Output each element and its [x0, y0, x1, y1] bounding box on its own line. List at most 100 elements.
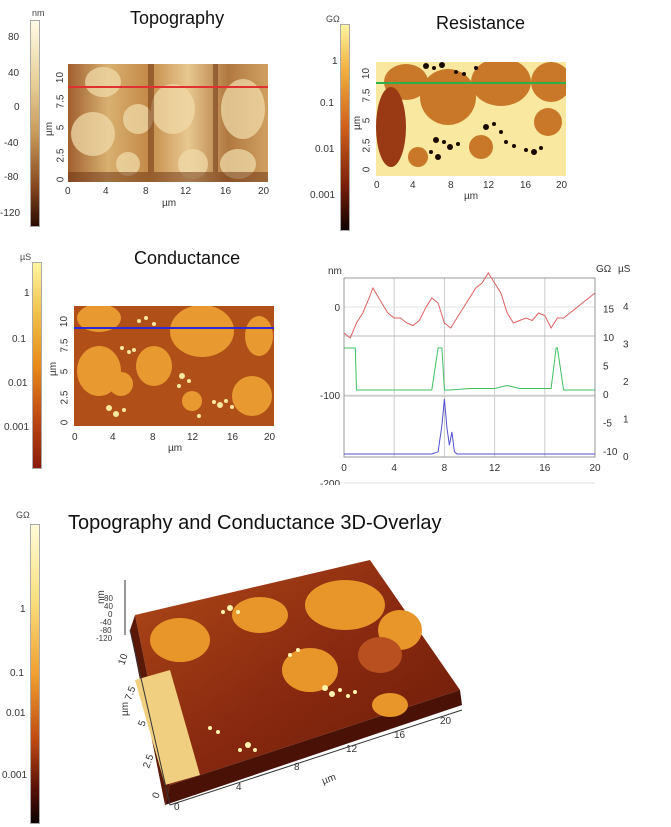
topography-x-tick: 16 — [220, 186, 232, 197]
profile-left-tick: -200 — [320, 479, 340, 485]
topography-x-tick: 0 — [65, 186, 71, 197]
overlay-colorbar — [30, 524, 40, 824]
topography-cbar-tick: 40 — [8, 68, 20, 79]
conductance-y-tick: 5 — [59, 368, 71, 375]
conductance-cbar-tick: 0.001 — [4, 422, 30, 433]
overlay-x-tick: 8 — [294, 762, 300, 773]
conductance-x-tick: 4 — [110, 432, 116, 443]
overlay-3d-surface — [124, 560, 463, 806]
resistance-x-tick: 20 — [556, 180, 568, 191]
conductance-x-tick: 0 — [72, 432, 78, 443]
conductance-colorbar — [32, 262, 42, 469]
resistance-x-tick: 12 — [483, 180, 495, 191]
resistance-x-tick: 16 — [520, 180, 532, 191]
topography-cbar-tick: -120 — [0, 208, 21, 219]
topography-cbar-tick: 80 — [8, 32, 20, 43]
conductance-x-tick: 16 — [227, 432, 239, 443]
overlay-z-tick: 80 — [104, 594, 113, 603]
overlay-cbar-tick: 0.01 — [6, 708, 26, 719]
overlay-x-tick: 20 — [440, 716, 452, 727]
profile-right1-tick: -10 — [603, 447, 618, 458]
overlay-colorbar-unit: GΩ — [16, 510, 30, 520]
resistance-x-unit: µm — [464, 191, 479, 202]
conductance-x-tick: 12 — [187, 432, 199, 443]
profile-lines — [343, 272, 596, 455]
profile-frame — [343, 277, 596, 458]
resistance-y-tick: 7.5 — [361, 88, 373, 103]
profile-right2-tick: 4 — [623, 302, 629, 313]
topography-cbar-tick: -40 — [4, 138, 19, 149]
profile-conductance-line — [344, 398, 595, 455]
topography-title: Topography — [130, 8, 225, 28]
profile-topography-line — [343, 272, 596, 339]
overlay-z-tick: 0 — [108, 610, 113, 619]
resistance-title: Resistance — [436, 13, 526, 33]
resistance-map — [376, 62, 566, 176]
overlay-z-tick: -40 — [100, 618, 112, 627]
profile-x-tick: 20 — [589, 463, 601, 474]
resistance-cbar-tick: 0.001 — [310, 190, 336, 201]
topography-x-tick: 20 — [258, 186, 270, 197]
profile-right-unit-1: GΩ — [596, 264, 612, 275]
resistance-x-tick: 8 — [448, 180, 454, 191]
topography-cbar-tick: 0 — [14, 102, 20, 113]
conductance-title: Conductance — [134, 248, 241, 268]
profile-right2-tick: 1 — [623, 415, 629, 426]
profile-left-tick: 0 — [334, 303, 340, 314]
resistance-colorbar-unit: GΩ — [326, 14, 340, 24]
profile-right1-tick: 0 — [603, 390, 609, 401]
resistance-cbar-tick: 1 — [332, 56, 338, 67]
overlay-x-tick: 0 — [174, 802, 180, 813]
overlay-title: Topography and Conductance 3D-Overlay — [68, 512, 442, 534]
overlay-y-unit: µm — [120, 701, 131, 716]
profile-right2-tick: 2 — [623, 377, 629, 388]
resistance-cbar-tick: 0.1 — [320, 98, 334, 109]
topography-x-unit: µm — [162, 198, 177, 209]
topography-colorbar — [30, 20, 40, 227]
topography-y-tick: 2.5 — [55, 148, 67, 163]
overlay-cbar-tick: 1 — [20, 604, 26, 615]
profile-x-tick: 0 — [341, 463, 347, 474]
overlay-cbar-tick: 0.001 — [2, 770, 28, 781]
profile-right1-tick: 15 — [603, 305, 615, 316]
topography-y-tick: 5 — [55, 124, 67, 131]
conductance-cbar-tick: 0.1 — [12, 334, 26, 345]
resistance-colorbar — [340, 24, 350, 231]
resistance-y-tick: 5 — [361, 117, 373, 124]
conductance-y-tick: 10 — [59, 315, 71, 328]
conductance-map — [74, 306, 274, 426]
overlay-x-tick: 4 — [236, 782, 242, 793]
profile-right2-tick: 3 — [623, 340, 629, 351]
overlay-z-tick: -120 — [96, 634, 113, 643]
profile-x-tick: 12 — [489, 463, 501, 474]
topography-x-tick: 12 — [180, 186, 192, 197]
profile-left-unit: nm — [328, 266, 342, 277]
overlay-z-tick: 40 — [104, 602, 113, 611]
conductance-y-tick: 0 — [59, 419, 71, 426]
topography-y-unit: µm — [44, 121, 55, 136]
profile-axes — [343, 277, 596, 458]
conductance-cbar-tick: 0.01 — [8, 378, 28, 389]
conductance-x-tick: 8 — [150, 432, 156, 443]
conductance-y-unit: µm — [48, 361, 59, 376]
topography-colorbar-unit: nm — [32, 8, 45, 18]
profile-right1-tick: 10 — [603, 333, 615, 344]
profile-right1-tick: 5 — [603, 362, 609, 373]
topography-y-tick: 10 — [55, 71, 67, 84]
resistance-x-tick: 0 — [374, 180, 380, 191]
topography-y-tick: 7.5 — [55, 94, 67, 109]
resistance-y-tick: 2.5 — [361, 138, 373, 153]
overlay-x-tick: 16 — [394, 730, 406, 741]
profile-x-tick: 8 — [442, 463, 448, 474]
resistance-x-tick: 4 — [410, 180, 416, 191]
conductance-cbar-tick: 1 — [24, 288, 30, 299]
profile-x-tick: 16 — [539, 463, 551, 474]
profile-resistance-line — [344, 347, 595, 391]
resistance-y-tick: 10 — [361, 67, 373, 80]
profile-left-tick: -100 — [320, 391, 340, 402]
topography-x-tick: 8 — [143, 186, 149, 197]
overlay-z-tick: -80 — [100, 626, 112, 635]
profile-right2-tick: 0 — [623, 452, 629, 463]
overlay-cbar-tick: 0.1 — [10, 668, 24, 679]
